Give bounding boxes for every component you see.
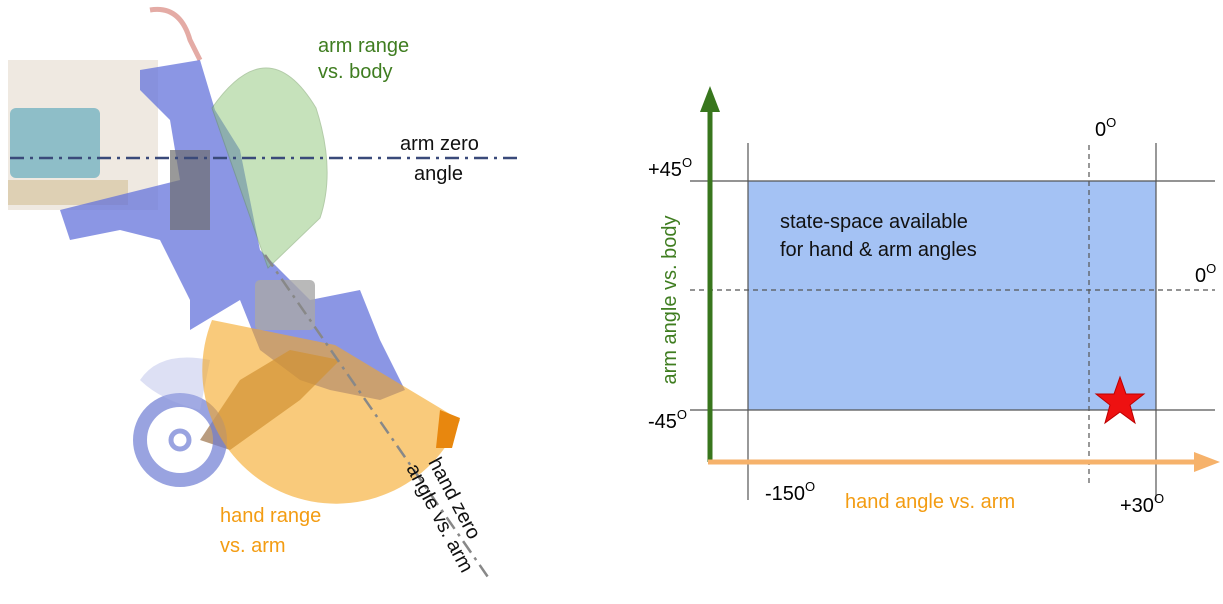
tick-sup: O bbox=[1206, 261, 1216, 276]
tick-label: -150O bbox=[765, 479, 815, 505]
arm-zero-label: arm zero bbox=[400, 133, 479, 155]
x-axis-title: hand angle vs. arm bbox=[845, 491, 1015, 513]
hand-range-edge bbox=[436, 410, 460, 448]
region-label: state-space available bbox=[780, 211, 968, 233]
tick-text: 0 bbox=[1095, 119, 1106, 141]
arm-range-label: vs. body bbox=[318, 61, 392, 83]
tick-sup: O bbox=[677, 407, 687, 422]
tick-label: -45O bbox=[648, 407, 687, 433]
arm-zero-label: angle bbox=[414, 163, 463, 185]
tick-label: 0O bbox=[1195, 261, 1216, 287]
x-axis-arrow bbox=[1194, 452, 1220, 472]
hand-range-label: hand range bbox=[220, 505, 321, 527]
tick-text: -150 bbox=[765, 483, 805, 505]
y-axis-title: arm angle vs. body bbox=[659, 216, 681, 385]
tick-sup: O bbox=[682, 155, 692, 170]
tick-text: 0 bbox=[1195, 265, 1206, 287]
tick-sup: O bbox=[1154, 491, 1164, 506]
page: {"left": {"arm_range_label": ["arm range… bbox=[0, 0, 1223, 599]
region-label: for hand & arm angles bbox=[780, 239, 977, 261]
diagram: arm range vs. body arm zero angle hand r… bbox=[0, 0, 1223, 599]
tick-sup: O bbox=[805, 479, 815, 494]
tick-text: +45 bbox=[648, 159, 682, 181]
tick-text: +30 bbox=[1120, 495, 1154, 517]
tick-text: -45 bbox=[648, 411, 677, 433]
hand-range-label: vs. arm bbox=[220, 535, 286, 557]
tick-label: 0O bbox=[1095, 115, 1116, 141]
tick-sup: O bbox=[1106, 115, 1116, 130]
tick-label: +45O bbox=[648, 155, 692, 181]
arm-range-label: arm range bbox=[318, 35, 409, 57]
y-axis-arrow bbox=[700, 86, 720, 112]
tick-label: +30O bbox=[1120, 491, 1164, 517]
